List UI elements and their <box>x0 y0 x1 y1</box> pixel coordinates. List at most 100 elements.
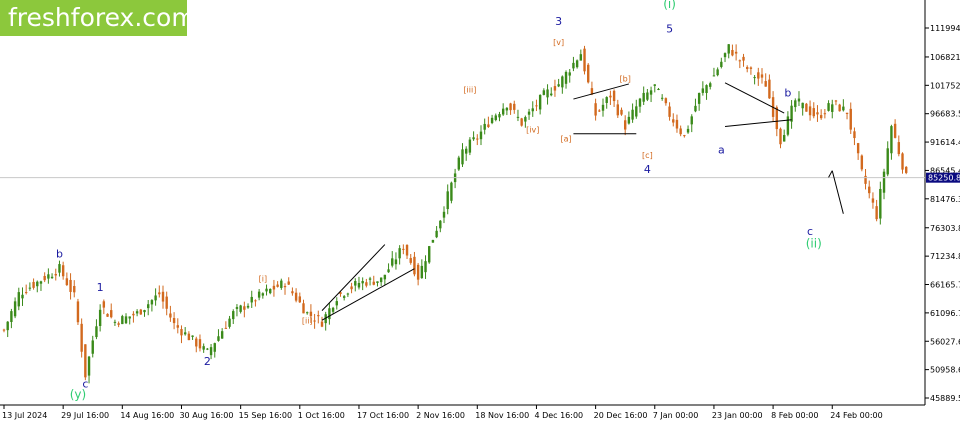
candle-body <box>6 321 9 331</box>
candle-body <box>80 323 83 352</box>
candle-body <box>191 335 194 337</box>
candle-body <box>150 300 154 305</box>
candle-body <box>646 92 649 100</box>
wave-label[interactable]: [v] <box>553 38 564 47</box>
y-tick-label: 81476.35 <box>930 195 960 204</box>
candle-body <box>298 296 302 303</box>
candle-body <box>590 88 594 95</box>
wave-label[interactable]: (i) <box>663 0 676 11</box>
candle-body <box>98 309 102 327</box>
candle-body <box>568 72 571 76</box>
candle-body <box>139 309 143 315</box>
candle-body <box>39 281 43 284</box>
candle-body <box>786 116 790 135</box>
candle-body <box>764 81 767 87</box>
candle-body <box>712 75 716 77</box>
candle-body <box>387 269 390 273</box>
x-tick-label: 1 Oct 16:00 <box>298 411 345 420</box>
wave-label[interactable]: a <box>718 143 725 156</box>
wave-label[interactable]: 2 <box>204 355 211 368</box>
x-tick-label: 14 Aug 16:00 <box>120 411 174 420</box>
candle-body <box>416 264 420 280</box>
candle-body <box>235 307 239 309</box>
wave-label[interactable]: c <box>807 225 813 238</box>
trendline[interactable] <box>828 170 833 178</box>
wave-label[interactable]: 3 <box>555 15 562 28</box>
candle-body <box>302 303 305 314</box>
wave-label[interactable]: b <box>784 86 791 99</box>
wave-label[interactable]: 4 <box>644 163 651 176</box>
wave-label[interactable]: 5 <box>666 22 673 35</box>
candle-body <box>339 292 342 295</box>
candle-body <box>686 128 690 133</box>
candle-body <box>468 139 472 153</box>
candle-body <box>2 329 6 331</box>
candle-body <box>357 282 361 288</box>
trendline[interactable] <box>321 268 415 321</box>
candle-body <box>224 327 228 329</box>
candle-body <box>183 332 187 335</box>
candle-body <box>875 206 878 220</box>
y-tick-label: 45889.55 <box>930 394 960 403</box>
candle-body <box>54 274 57 276</box>
candle-body <box>21 294 24 299</box>
candle-body <box>524 117 527 122</box>
candle-body <box>564 71 568 84</box>
trendline[interactable] <box>321 244 386 311</box>
candle-body <box>520 118 523 126</box>
trendline[interactable] <box>724 119 792 127</box>
candle-body <box>202 346 205 350</box>
candle-body <box>36 281 39 287</box>
candle-body <box>239 305 242 312</box>
trendline[interactable] <box>831 170 844 214</box>
candle-body <box>69 279 72 292</box>
wave-label[interactable]: [b] <box>620 75 631 84</box>
candle-body <box>823 113 827 115</box>
y-tick-label: 76303.85 <box>930 224 960 233</box>
y-tick-label: 71234.80 <box>930 252 960 261</box>
candle-body <box>413 256 416 275</box>
candle-body <box>291 291 294 294</box>
candle-body <box>280 280 283 288</box>
wave-label[interactable]: [c] <box>642 151 653 160</box>
candle-body <box>476 138 479 140</box>
candle-body <box>531 108 534 112</box>
candle-body <box>882 171 886 193</box>
candle-body <box>195 338 198 347</box>
candle-body <box>461 149 464 165</box>
candle-body <box>350 286 353 290</box>
candle-body <box>838 104 841 112</box>
wave-label[interactable]: [ii] <box>302 316 313 325</box>
trendline[interactable] <box>573 83 630 100</box>
candle-body <box>638 98 642 107</box>
trendline[interactable] <box>724 82 785 114</box>
candle-body <box>50 276 54 279</box>
candle-body <box>394 259 398 265</box>
wave-label[interactable]: (ii) <box>806 236 822 250</box>
candle-body <box>808 106 812 116</box>
candle-body <box>391 258 394 266</box>
candle-body <box>672 119 675 123</box>
wave-label[interactable]: b <box>56 247 63 260</box>
wave-label[interactable]: [iii] <box>463 85 476 94</box>
wave-label[interactable]: (y) <box>70 388 86 402</box>
wave-label[interactable]: 1 <box>97 281 104 294</box>
x-tick-label: 13 Jul 2024 <box>2 411 47 420</box>
candle-body <box>760 74 764 78</box>
candle-body <box>609 95 612 98</box>
candle-body <box>228 318 231 327</box>
wave-label[interactable]: [iv] <box>526 126 539 135</box>
candle-body <box>28 287 32 289</box>
wave-label[interactable]: [a] <box>560 135 571 144</box>
wave-label[interactable]: [i] <box>259 275 267 284</box>
wave-label[interactable]: c <box>82 377 88 390</box>
candle-body <box>272 285 276 290</box>
candle-body <box>232 311 235 320</box>
candle-body <box>649 90 653 95</box>
candle-body <box>575 60 579 68</box>
candle-body <box>679 128 682 135</box>
candle-body <box>213 343 216 352</box>
candle-body <box>490 117 494 124</box>
